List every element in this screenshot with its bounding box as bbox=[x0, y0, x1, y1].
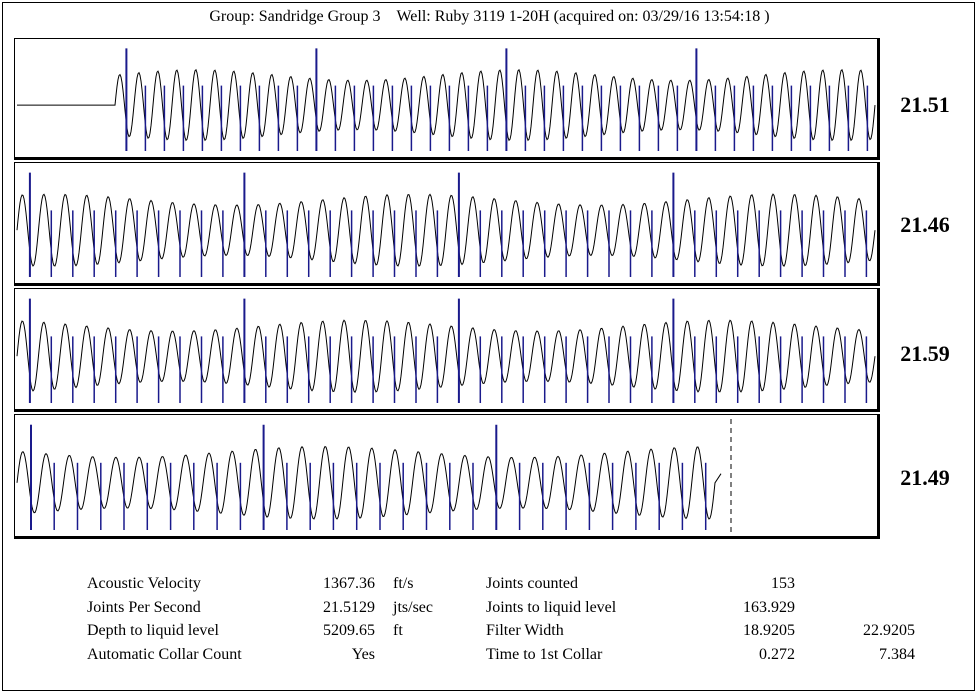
stat-label: Joints counted bbox=[486, 575, 578, 592]
chart-header: Group: Sandridge Group 3 Well: Ruby 3119… bbox=[0, 8, 979, 26]
stat-unit: ft/s bbox=[393, 575, 414, 592]
trace-svg bbox=[16, 419, 732, 532]
stat-value: 5209.65 bbox=[323, 622, 375, 639]
stat-value bbox=[810, 596, 915, 620]
rate-label-2: 21.46 bbox=[900, 212, 950, 237]
stat-label: Filter Width bbox=[486, 622, 564, 639]
stats-right-values: 153 163.929 18.9205 0.272 bbox=[700, 572, 795, 666]
rate-label-1: 21.51 bbox=[900, 92, 950, 117]
stat-value: 22.9205 bbox=[863, 622, 915, 639]
stats-left-units: ft/s jts/sec ft bbox=[393, 572, 433, 666]
stat-label: Joints Per Second bbox=[87, 598, 201, 616]
rate-label-4: 21.49 bbox=[900, 465, 950, 490]
stat-unit bbox=[393, 643, 433, 667]
trace-svg bbox=[16, 298, 876, 403]
stat-value: 21.5129 bbox=[323, 598, 375, 616]
trace-svg bbox=[16, 172, 876, 277]
stat-value: 153 bbox=[771, 575, 795, 592]
stat-value: 0.272 bbox=[759, 645, 795, 663]
acoustic-trace bbox=[16, 319, 876, 394]
stat-value bbox=[810, 572, 915, 596]
stat-value: 1367.36 bbox=[323, 575, 375, 592]
stat-label: Automatic Collar Count bbox=[87, 645, 242, 663]
stats-right-values2: 22.9205 7.384 bbox=[810, 572, 915, 666]
acoustic-trace bbox=[16, 193, 876, 267]
stat-unit: jts/sec bbox=[393, 598, 433, 616]
stat-value: 18.9205 bbox=[743, 622, 795, 639]
trace-svg bbox=[17, 48, 876, 151]
well-label: Well: Ruby 3119 1-20H (acquired on: 03/2… bbox=[396, 8, 770, 25]
stat-value: 163.929 bbox=[743, 598, 795, 616]
group-label: Group: Sandridge Group 3 bbox=[209, 8, 381, 25]
acoustic-trace bbox=[16, 445, 722, 520]
trace-panel-2 bbox=[14, 162, 880, 286]
rate-label-3: 21.59 bbox=[900, 341, 950, 366]
stat-label: Acoustic Velocity bbox=[87, 575, 201, 592]
stat-unit: ft bbox=[393, 622, 403, 639]
stat-value: Yes bbox=[351, 645, 375, 663]
stat-label: Time to 1st Collar bbox=[486, 645, 603, 663]
stats-right-labels: Joints counted Joints to liquid level Fi… bbox=[486, 572, 616, 666]
stat-label: Joints to liquid level bbox=[486, 598, 617, 616]
trace-panel-1 bbox=[14, 38, 880, 160]
trace-panel-3 bbox=[14, 288, 880, 412]
stats-left-values: 1367.36 21.5129 5209.65 Yes bbox=[290, 572, 375, 666]
stat-value: 7.384 bbox=[879, 645, 915, 663]
stats-left-labels: Acoustic Velocity Joints Per Second Dept… bbox=[87, 572, 242, 666]
trace-panel-4 bbox=[14, 414, 880, 539]
stat-label: Depth to liquid level bbox=[87, 622, 219, 639]
